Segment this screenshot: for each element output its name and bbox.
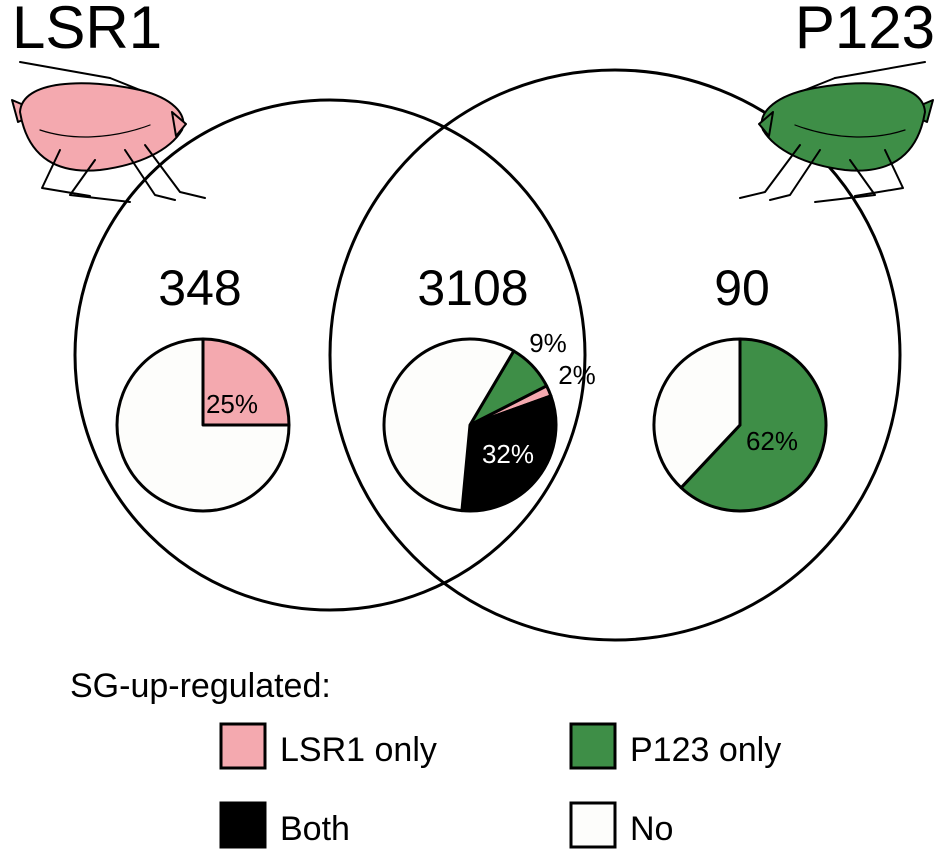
pie-overlap-label-both: 32%: [482, 439, 534, 469]
venn-circle-lsr1: [73, 98, 587, 612]
pie-p123-only: [652, 337, 828, 513]
legend-label-p123-only: P123 only: [630, 731, 781, 769]
pie-overlap: [382, 337, 558, 513]
legend-title: SG-up-regulated:: [70, 667, 331, 705]
legend-swatch-both: [219, 801, 267, 849]
count-p123-only: 90: [714, 260, 770, 316]
legend-swatch-p123-only: [569, 722, 617, 770]
legend-swatch-no: [569, 801, 617, 849]
pie-lsr1-only-label-lsr1: 25%: [206, 389, 258, 419]
legend-label-no: No: [630, 810, 673, 848]
pie-lsr1-only: [115, 337, 291, 513]
legend: SG-up-regulated: LSR1 only P123 only Bot…: [70, 667, 781, 849]
pie-slice-p123-only: [679, 337, 828, 513]
title-lsr1: LSR1: [12, 0, 162, 61]
aphid-green-icon: [739, 61, 934, 203]
aphid-pink-icon: [11, 61, 206, 203]
pie-p123-only-label-p123: 62%: [746, 426, 798, 456]
count-lsr1-only: 348: [158, 260, 241, 316]
pie-overlap-label-p123: 9%: [529, 328, 567, 358]
count-overlap: 3108: [417, 260, 528, 316]
legend-label-both: Both: [280, 810, 350, 848]
title-p123: P123: [795, 0, 935, 61]
pie-slice-both: [460, 394, 558, 513]
legend-label-lsr1-only: LSR1 only: [280, 731, 437, 769]
pie-slice-no: [115, 337, 291, 513]
venn-circle-p123: [328, 68, 902, 642]
pie-slice-no: [382, 337, 516, 513]
pie-overlap-label-lsr1: 2%: [558, 360, 596, 390]
pie-slice-lsr1-only: [201, 337, 291, 427]
pie-slice-no: [652, 337, 742, 490]
legend-swatch-lsr1-only: [219, 722, 267, 770]
